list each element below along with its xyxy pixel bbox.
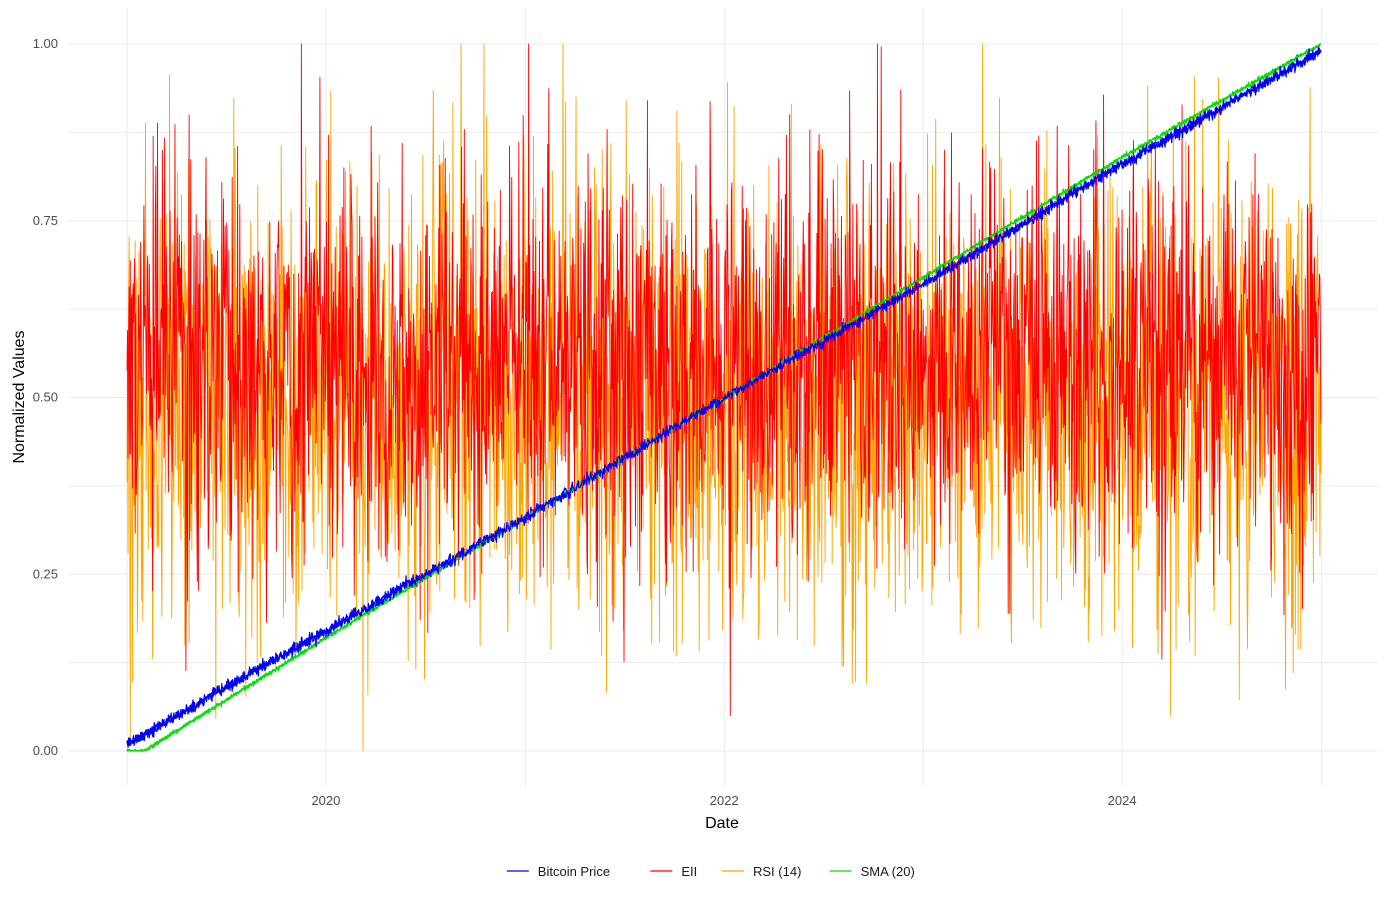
legend-label: EII — [681, 864, 697, 879]
legend-label: Bitcoin Price — [538, 864, 610, 879]
y-tick-label: 0.75 — [33, 213, 58, 228]
legend: Bitcoin Price EII RSI (14) SMA (20) — [506, 864, 915, 879]
y-axis-title: Normalized Values — [11, 330, 28, 463]
legend-item-rsi-14: RSI (14) — [722, 864, 801, 879]
legend-item-eii: EII — [650, 864, 697, 879]
legend-item-sma-20: SMA (20) — [829, 864, 915, 879]
y-tick-label: 1.00 — [33, 36, 58, 51]
y-tick-label: 0.00 — [33, 743, 58, 758]
x-tick-label: 2020 — [311, 793, 340, 808]
y-tick-label: 0.50 — [33, 390, 58, 405]
x-axis-title: Date — [705, 815, 739, 832]
axes: 0.00 0.25 0.50 0.75 1.00 2020 2022 2024 Date N… — [11, 36, 1137, 832]
x-tick-label: 2022 — [710, 793, 739, 808]
x-axis-ticks: 2020 2022 2024 — [311, 793, 1136, 808]
y-tick-label: 0.25 — [33, 566, 58, 581]
x-tick-label: 2024 — [1108, 793, 1137, 808]
legend-item-bitcoin-price: Bitcoin Price — [506, 864, 610, 879]
legend-label: RSI (14) — [753, 864, 801, 879]
series-layer — [126, 43, 1322, 752]
series-line-eii — [126, 43, 1322, 717]
y-axis-ticks: 0.00 0.25 0.50 0.75 1.00 — [33, 36, 58, 758]
series-line-bitcoin-price — [126, 46, 1322, 748]
legend-label: SMA (20) — [861, 864, 915, 879]
